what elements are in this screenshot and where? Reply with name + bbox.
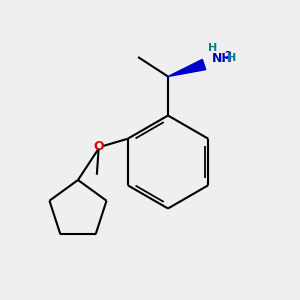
Text: 2: 2: [224, 51, 231, 61]
Text: O: O: [93, 140, 104, 153]
Polygon shape: [168, 59, 206, 76]
Text: H: H: [227, 53, 237, 63]
Text: NH: NH: [212, 52, 232, 65]
Text: H: H: [208, 43, 217, 53]
